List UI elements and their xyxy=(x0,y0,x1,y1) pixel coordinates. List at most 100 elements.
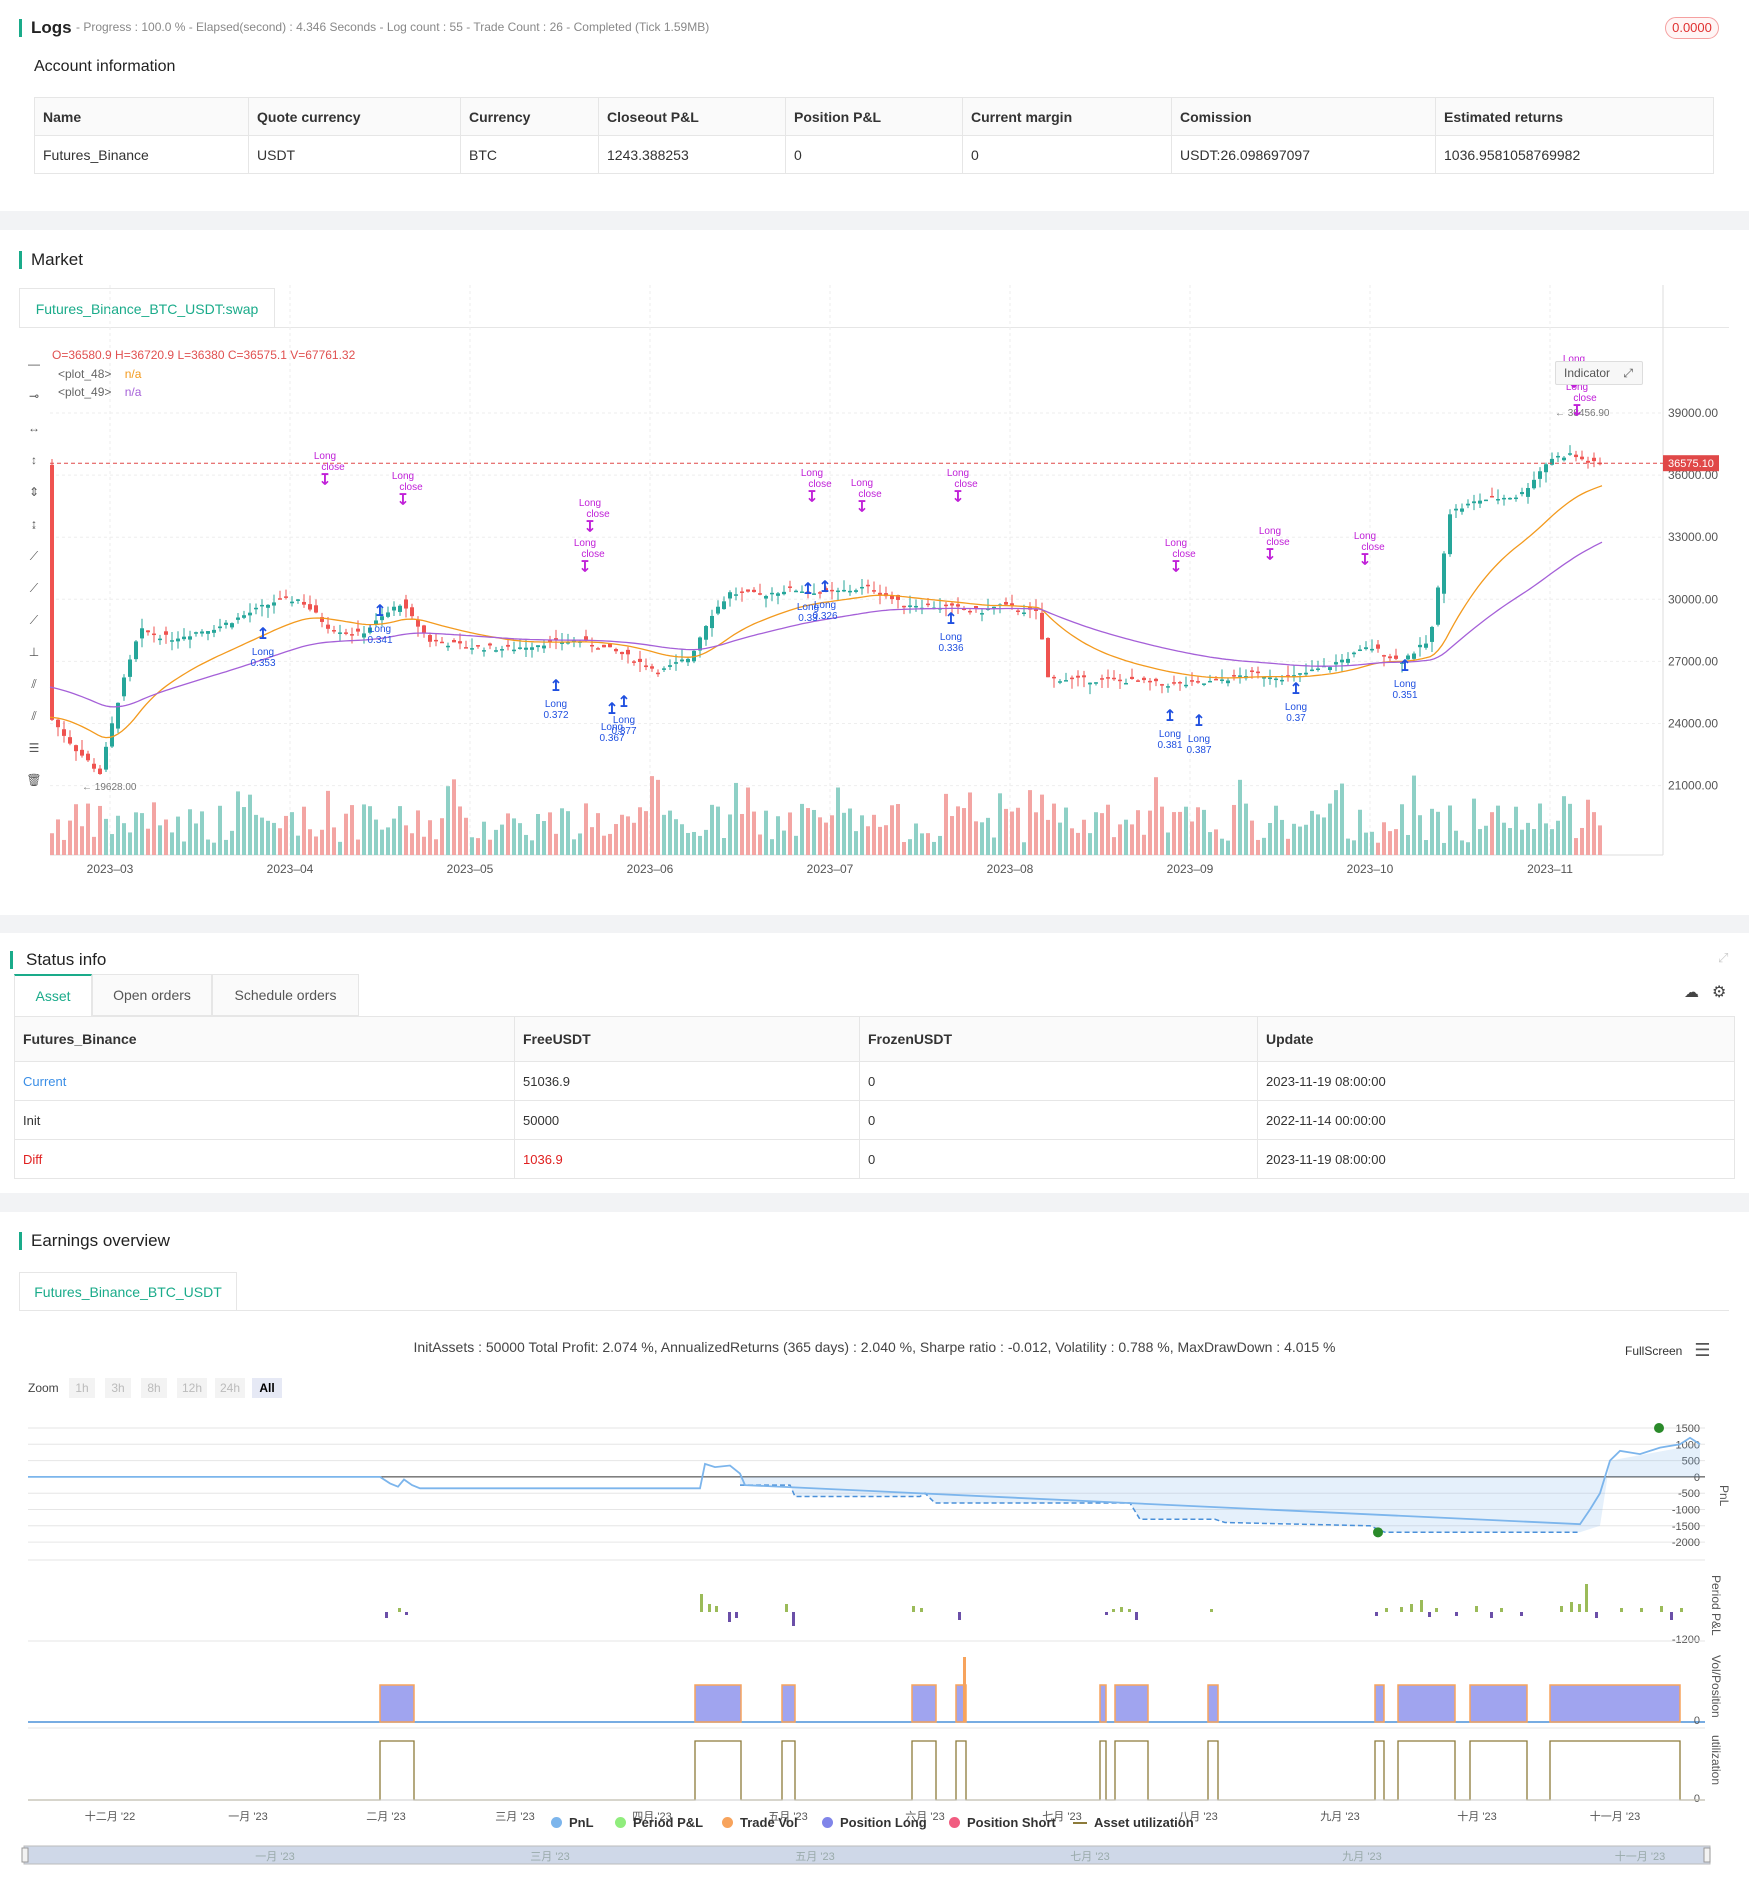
asset-row-label-current[interactable]: Current xyxy=(14,1061,515,1101)
tab-asset[interactable]: Asset xyxy=(14,974,92,1016)
asset-header-cell: Futures_Binance xyxy=(14,1016,515,1062)
logs-badge[interactable]: 0.0000 xyxy=(1665,17,1719,39)
cloud-download-icon[interactable]: ☁ xyxy=(1684,984,1699,1001)
candle-body xyxy=(278,598,282,600)
candle-body xyxy=(1232,675,1236,677)
candle-body xyxy=(704,626,708,640)
volume-bar xyxy=(584,803,588,855)
candle-body xyxy=(350,634,354,636)
tab-schedule-orders[interactable]: Schedule orders xyxy=(212,974,359,1016)
trend-line-tool-icon[interactable]: ⟋ xyxy=(29,549,39,563)
segment-tool-icon[interactable]: ⟋ xyxy=(29,613,39,627)
volume-bar xyxy=(230,830,234,855)
candle-body xyxy=(122,677,126,697)
zoom-8h-button[interactable]: 8h xyxy=(141,1378,167,1398)
asset-row-current: Current 51036.9 0 2023-11-19 08:00:00 xyxy=(14,1061,1735,1101)
fullscreen-button[interactable]: FullScreen ☰ xyxy=(1625,1340,1711,1361)
tab-open-orders[interactable]: Open orders xyxy=(92,974,212,1016)
candle-body xyxy=(80,749,84,756)
zoom-3h-button[interactable]: 3h xyxy=(105,1378,131,1398)
volume-bar xyxy=(1004,808,1008,855)
period-pnl-bar xyxy=(715,1606,718,1612)
candle-body xyxy=(68,737,72,744)
candle-body xyxy=(458,641,462,644)
earn-time-axis-label: 六月 '23 xyxy=(905,1810,944,1823)
volume-bar xyxy=(926,833,930,855)
entry-arrow-icon: ↥ xyxy=(944,611,957,628)
zoom-12h-button[interactable]: 12h xyxy=(177,1378,207,1398)
candle-body xyxy=(206,631,210,634)
earnings-chart[interactable]: 150010005000-500-1000-1500-2000PnL-1200P… xyxy=(0,1400,1749,1880)
fib-tool-icon[interactable]: ⫽ xyxy=(31,709,37,723)
period-pnl-bar xyxy=(1375,1612,1378,1616)
zoom-1h-button[interactable]: 1h xyxy=(69,1378,95,1398)
volume-bar xyxy=(626,816,630,855)
util-axis-title: utilization xyxy=(1709,1735,1723,1785)
zoom-all-button[interactable]: All xyxy=(252,1378,282,1398)
time-axis-label: 2023–04 xyxy=(267,862,314,876)
candle-body xyxy=(854,590,858,592)
candle-body xyxy=(302,601,306,605)
settings-gear-icon[interactable]: ⚙ xyxy=(1712,984,1727,1001)
crosshair-tool-icon[interactable]: — xyxy=(28,357,40,371)
legend-trade-vol[interactable]: Trade Vol xyxy=(722,1815,798,1830)
volume-bar xyxy=(932,841,936,855)
volume-bar xyxy=(254,814,258,855)
vertical-segment-tool-icon[interactable]: ↨ xyxy=(31,517,37,531)
zoom-24h-button[interactable]: 24h xyxy=(215,1378,245,1398)
volume-bar xyxy=(674,819,678,855)
candle-body xyxy=(956,604,960,607)
candle-body xyxy=(1406,655,1410,660)
volume-bar xyxy=(518,823,522,855)
period-pnl-bar xyxy=(1210,1609,1213,1612)
parallel-channel-tool-icon[interactable]: ⫽ xyxy=(31,677,37,691)
volume-bar xyxy=(884,825,888,855)
volume-bar xyxy=(68,820,72,855)
horizontal-ray-tool-icon[interactable]: ↔ xyxy=(28,421,40,435)
volume-bar xyxy=(596,813,600,855)
candlestick-chart[interactable]: 39000.00 36000.00 33000.00 30000.00 27000.00… xyxy=(0,230,1749,915)
volume-bar xyxy=(308,829,312,855)
legend-pnl[interactable]: PnL xyxy=(551,1815,594,1830)
legend-period-pnl[interactable]: Period P&L xyxy=(615,1815,703,1830)
horizontal-line-tool-icon[interactable]: ⊸ xyxy=(28,389,40,403)
legend-position-long[interactable]: Position Long xyxy=(822,1815,927,1830)
candle-body xyxy=(650,666,654,669)
volume-bar xyxy=(902,842,906,855)
indicator-button[interactable]: Indicator ⤢ xyxy=(1555,361,1643,385)
volume-bar xyxy=(56,819,60,855)
navigator-label: 三月 '23 xyxy=(530,1851,569,1863)
price-line-tool-icon[interactable]: ⊥ xyxy=(28,645,40,659)
volume-bar xyxy=(1040,794,1044,855)
market-symbol-tab[interactable]: Futures_Binance_BTC_USDT:swap xyxy=(19,288,275,328)
earnings-symbol-tab[interactable]: Futures_Binance_BTC_USDT xyxy=(19,1272,237,1311)
volume-bar xyxy=(1352,840,1356,855)
candle-body xyxy=(752,589,756,593)
fib-levels-tool-icon[interactable]: ☰ xyxy=(28,741,40,755)
volume-bar xyxy=(314,836,318,855)
volume-bar xyxy=(668,810,672,855)
account-header-row: Name Quote currency Currency Closeout P&… xyxy=(34,97,1714,136)
candle-body xyxy=(1352,652,1356,655)
trash-icon[interactable]: 🗑 xyxy=(26,773,42,787)
candle-body xyxy=(1022,612,1026,614)
entry-size-label: 0.336 xyxy=(938,643,963,654)
volume-bar xyxy=(332,827,336,855)
ray-line-tool-icon[interactable]: ⟋ xyxy=(29,581,39,595)
legend-asset-utilization[interactable]: Asset utilization xyxy=(1073,1815,1194,1830)
volume-bar xyxy=(260,817,264,855)
volume-bar xyxy=(134,812,138,855)
candle-body xyxy=(494,650,498,652)
earn-time-axis-label: 七月 '23 xyxy=(1042,1810,1081,1823)
candle-body xyxy=(326,624,330,629)
volume-bar xyxy=(1358,809,1362,855)
vertical-line-tool-icon[interactable]: ↕ xyxy=(31,453,37,467)
volume-bar xyxy=(1388,831,1392,855)
current-price-tag-text: 36575.10 xyxy=(1668,458,1714,470)
legend-position-short[interactable]: Position Short xyxy=(949,1815,1056,1830)
candle-body xyxy=(1184,684,1188,687)
entry-size-label: 0.387 xyxy=(1186,745,1211,756)
signal-arrow-icon: ↧ xyxy=(578,559,591,576)
vertical-ray-tool-icon[interactable]: ⇕ xyxy=(28,485,40,499)
status-expand-icon[interactable]: ⤢ xyxy=(1718,950,1729,965)
